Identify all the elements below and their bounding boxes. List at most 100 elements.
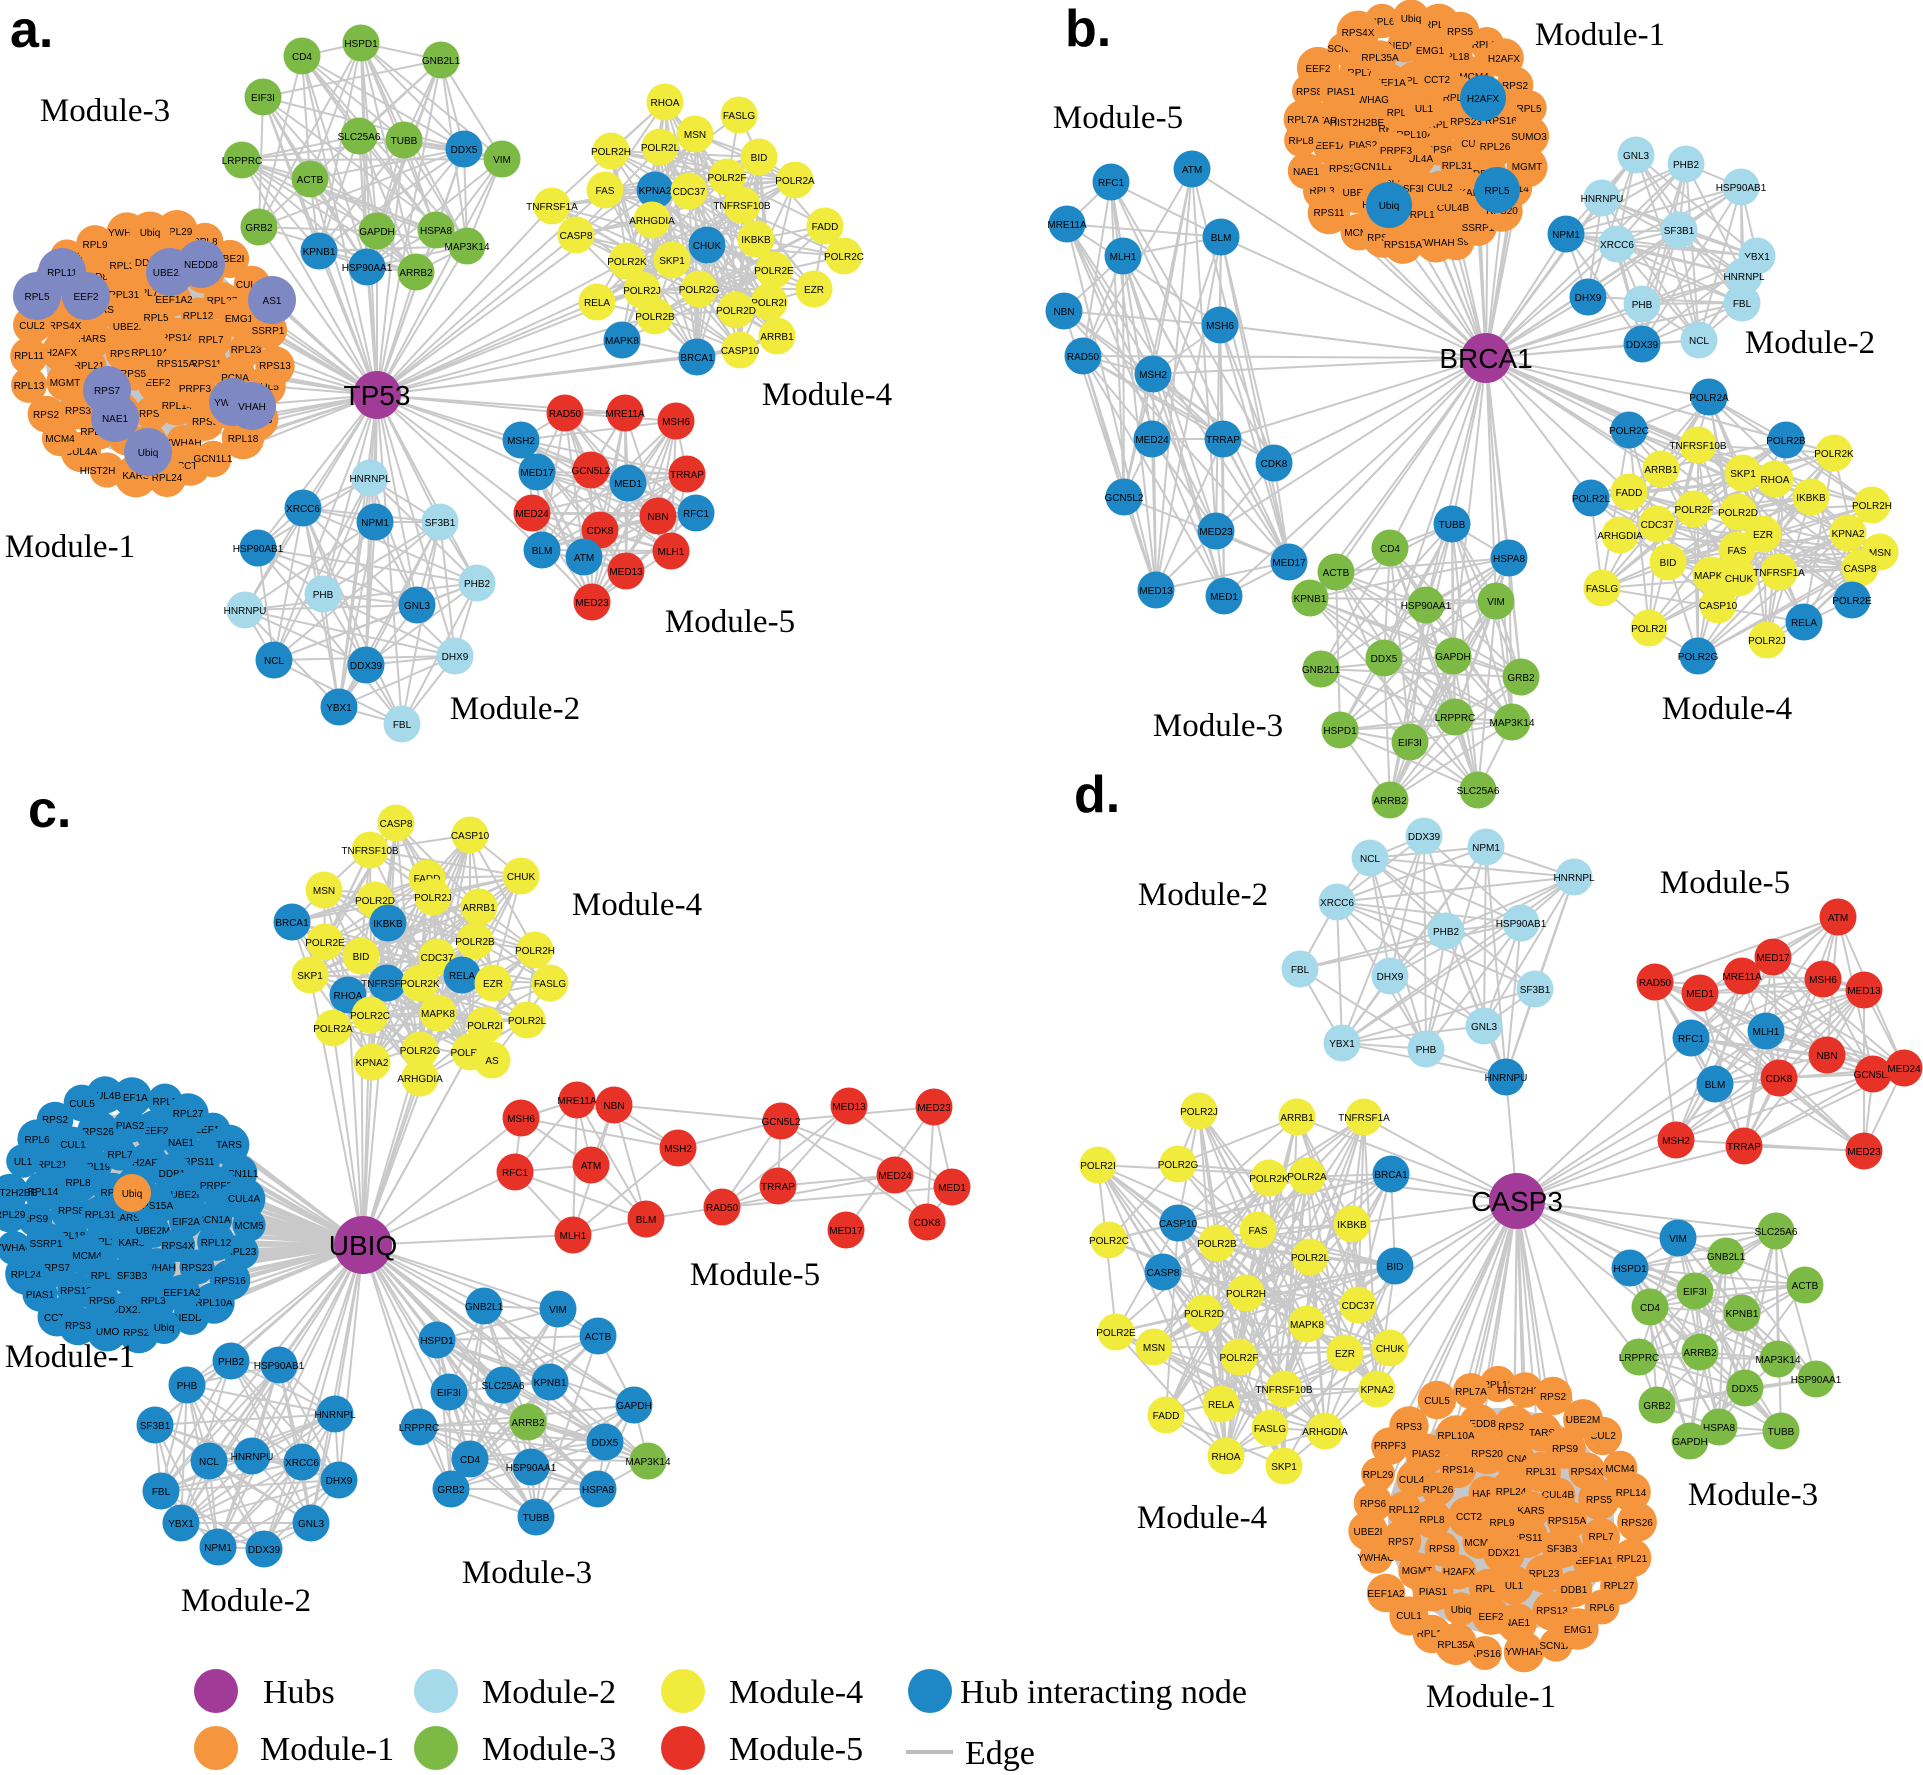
svg-text:MED24: MED24	[1887, 1064, 1921, 1075]
svg-text:DDX21: DDX21	[111, 1305, 144, 1316]
svg-text:MAP3K14: MAP3K14	[444, 242, 489, 253]
svg-text:ARRB2: ARRB2	[511, 1418, 545, 1429]
svg-text:MED1: MED1	[1210, 592, 1238, 603]
svg-text:RPL31: RPL31	[1442, 161, 1473, 172]
svg-text:Module-3: Module-3	[482, 1731, 616, 1768]
svg-text:DHX9: DHX9	[442, 652, 469, 663]
svg-text:MED24: MED24	[515, 509, 549, 520]
svg-text:CASP8: CASP8	[1147, 1268, 1180, 1279]
svg-text:Module-5: Module-5	[1053, 100, 1183, 136]
svg-text:SLC25A6: SLC25A6	[482, 1381, 525, 1392]
svg-text:VIM: VIM	[1669, 1234, 1687, 1245]
svg-text:HSP90AA1: HSP90AA1	[506, 1463, 557, 1474]
svg-text:ARHGDIA: ARHGDIA	[1597, 531, 1643, 542]
svg-text:MRE11A: MRE11A	[1047, 220, 1087, 231]
svg-text:RHOA: RHOA	[334, 991, 363, 1002]
svg-text:MAP3K14: MAP3K14	[1755, 1355, 1800, 1366]
svg-text:Module-2: Module-2	[181, 1583, 311, 1619]
svg-text:EEF1A2: EEF1A2	[163, 1288, 201, 1299]
svg-text:Module-4: Module-4	[572, 887, 702, 923]
svg-text:RPS7: RPS7	[94, 386, 121, 397]
svg-text:POLR2I: POLR2I	[467, 1021, 503, 1032]
svg-text:MED17: MED17	[520, 468, 554, 479]
svg-text:VHAH: VHAH	[238, 402, 266, 413]
svg-text:CASP10: CASP10	[721, 346, 760, 357]
svg-text:DDX39: DDX39	[1626, 340, 1659, 351]
svg-text:RPS7: RPS7	[44, 1263, 71, 1274]
svg-text:MRE11A: MRE11A	[1722, 972, 1762, 983]
svg-text:Module-3: Module-3	[1153, 708, 1283, 744]
svg-text:UBIQ: UBIQ	[329, 1230, 397, 1261]
svg-text:DDX5: DDX5	[1371, 654, 1398, 665]
svg-text:SLC25A6: SLC25A6	[1457, 786, 1500, 797]
svg-text:EEF2: EEF2	[73, 292, 98, 303]
svg-text:RPL13: RPL13	[91, 1271, 122, 1282]
svg-text:GRB2: GRB2	[1507, 673, 1535, 684]
svg-text:FADD: FADD	[812, 222, 839, 233]
svg-text:RPS8: RPS8	[1296, 87, 1323, 98]
svg-text:CUL2: CUL2	[1427, 183, 1453, 194]
svg-text:NCL: NCL	[1360, 854, 1380, 865]
svg-text:MSN: MSN	[1143, 1343, 1165, 1354]
svg-text:POLR2I: POLR2I	[1631, 624, 1667, 635]
svg-text:RPS11: RPS11	[1512, 1533, 1543, 1544]
svg-text:TUBB: TUBB	[1768, 1427, 1795, 1438]
svg-text:CASP10: CASP10	[1699, 601, 1738, 612]
svg-text:RPL18: RPL18	[1417, 1629, 1448, 1640]
svg-text:Edge: Edge	[965, 1735, 1035, 1772]
svg-text:RHOA: RHOA	[1761, 475, 1790, 486]
svg-text:RPS23: RPS23	[1450, 117, 1482, 128]
svg-text:Module-1: Module-1	[5, 529, 135, 565]
svg-text:RPL11: RPL11	[47, 268, 77, 279]
svg-text:Ubiq: Ubiq	[154, 1323, 175, 1334]
svg-text:Hubs: Hubs	[263, 1674, 335, 1711]
svg-text:PIAS2: PIAS2	[1349, 140, 1378, 151]
svg-text:EIF3I: EIF3I	[251, 93, 275, 104]
svg-text:CUL4B: CUL4B	[236, 280, 269, 291]
svg-text:RPL30: RPL30	[141, 1296, 172, 1307]
svg-text:HNRNPL: HNRNPL	[349, 474, 391, 485]
svg-text:CUL1: CUL1	[60, 1140, 86, 1151]
svg-text:TNFRSF10B: TNFRSF10B	[713, 201, 771, 212]
svg-text:RFC1: RFC1	[1098, 178, 1125, 189]
svg-text:Module-2: Module-2	[1138, 877, 1268, 913]
svg-text:PHB2: PHB2	[1673, 160, 1700, 171]
svg-text:UBE2M: UBE2M	[113, 322, 147, 333]
svg-text:Ubiq: Ubiq	[140, 228, 161, 239]
svg-text:RPS8: RPS8	[139, 409, 166, 420]
svg-text:MSH2: MSH2	[1139, 370, 1167, 381]
svg-text:RPL8: RPL8	[1288, 136, 1313, 147]
svg-text:RPL31: RPL31	[109, 290, 140, 301]
svg-text:GCN1L1: GCN1L1	[220, 1169, 259, 1180]
svg-text:RPL9: RPL9	[82, 240, 107, 251]
svg-text:RPL21: RPL21	[37, 1160, 68, 1171]
svg-text:HSP90AA1: HSP90AA1	[1401, 601, 1452, 612]
svg-text:CASP10: CASP10	[451, 831, 490, 842]
svg-text:RPL24: RPL24	[152, 473, 183, 484]
svg-text:RPL26: RPL26	[91, 1237, 122, 1248]
svg-text:ATM: ATM	[574, 553, 594, 564]
svg-text:POLR2G: POLR2G	[400, 1046, 441, 1057]
svg-text:POLR2A: POLR2A	[1689, 393, 1729, 404]
svg-text:MED24: MED24	[1135, 435, 1169, 446]
svg-text:MED1: MED1	[1686, 989, 1714, 1000]
svg-text:POLR2J: POLR2J	[1748, 636, 1786, 647]
svg-text:RHOA: RHOA	[651, 98, 680, 109]
svg-text:BRCA1: BRCA1	[1439, 343, 1532, 374]
svg-text:KPNB1: KPNB1	[1726, 1309, 1759, 1320]
svg-text:POLR2K: POLR2K	[1814, 449, 1854, 460]
svg-text:SF3B3: SF3B3	[1403, 184, 1434, 195]
svg-text:RPL7A: RPL7A	[133, 288, 165, 299]
svg-text:DDX39: DDX39	[350, 661, 383, 672]
svg-text:NEDD8: NEDD8	[174, 1313, 208, 1324]
svg-text:TARS: TARS	[1529, 1428, 1555, 1439]
svg-text:CDC37: CDC37	[673, 187, 706, 198]
svg-text:RPS5: RPS5	[1586, 1495, 1613, 1506]
svg-text:FAS: FAS	[1728, 546, 1747, 557]
svg-text:HNRNPU: HNRNPU	[1581, 194, 1624, 205]
svg-text:UBE2I: UBE2I	[1354, 1527, 1383, 1538]
svg-text:POLR2L: POLR2L	[1291, 1253, 1330, 1264]
svg-text:MED13: MED13	[832, 1102, 866, 1113]
svg-text:ATM: ATM	[581, 1161, 601, 1172]
svg-text:HARS: HARS	[78, 334, 106, 345]
